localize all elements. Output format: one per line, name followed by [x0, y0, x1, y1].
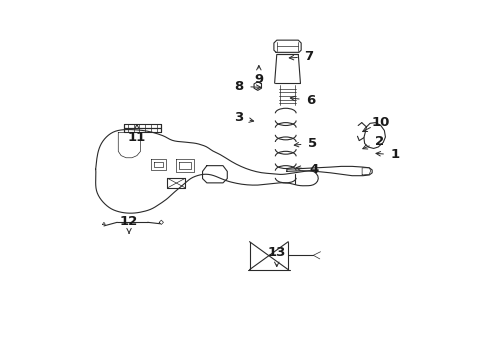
- Text: 10: 10: [371, 116, 389, 129]
- Text: 4: 4: [308, 163, 318, 176]
- Text: 8: 8: [234, 80, 243, 93]
- Text: 2: 2: [375, 135, 384, 148]
- Text: 13: 13: [267, 246, 285, 259]
- Text: 3: 3: [233, 111, 243, 124]
- Text: 12: 12: [120, 215, 138, 228]
- Text: 1: 1: [390, 148, 399, 161]
- Text: 7: 7: [304, 50, 313, 63]
- Text: 6: 6: [305, 94, 315, 107]
- Text: 11: 11: [127, 131, 146, 144]
- Bar: [122, 171, 135, 177]
- Bar: [121, 158, 135, 166]
- Text: 5: 5: [307, 137, 317, 150]
- Text: 9: 9: [254, 73, 263, 86]
